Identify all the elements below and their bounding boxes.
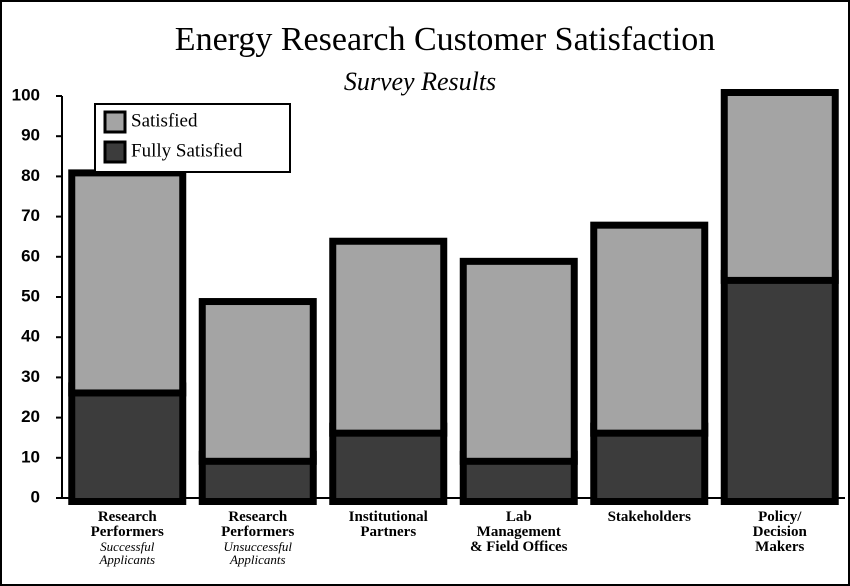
bar-segment xyxy=(590,221,709,437)
chart-title: Energy Research Customer Satisfaction xyxy=(175,21,715,58)
bar-segment xyxy=(329,237,448,437)
x-tick-line: Stakeholders xyxy=(608,509,692,525)
x-tick-note-line: Applicants xyxy=(98,552,155,567)
bar-segment xyxy=(720,269,839,505)
x-tick-note-line: Unsuccessful xyxy=(223,539,292,554)
x-tick-line: Makers xyxy=(755,539,804,555)
x-tick-line: Lab xyxy=(506,509,532,525)
x-tick-line: Policy/ xyxy=(758,509,802,525)
bar-segment xyxy=(198,298,317,465)
y-tick-label: 100 xyxy=(12,85,40,104)
legend-swatch xyxy=(103,140,127,164)
bar-segment xyxy=(68,382,187,505)
x-tick-line: Institutional xyxy=(349,509,428,525)
x-tick-line: Research xyxy=(228,509,288,525)
x-tick-note: Unsuccessful Applicants xyxy=(223,539,292,567)
legend-swatch xyxy=(103,110,127,134)
y-tick-label: 0 xyxy=(31,487,40,506)
x-tick-note-line: Applicants xyxy=(229,552,286,567)
x-tick-line: Partners xyxy=(360,524,416,540)
y-tick-label: 80 xyxy=(21,166,40,185)
y-tick-label: 20 xyxy=(21,407,40,426)
x-tick-line: Performers xyxy=(91,524,164,540)
bar-segment xyxy=(590,422,709,505)
x-tick-line: Performers xyxy=(221,524,294,540)
y-tick-label: 90 xyxy=(21,126,40,145)
y-tick-label: 50 xyxy=(21,286,40,305)
x-tick-label: Institutional Partners xyxy=(349,509,428,540)
x-tick-label: Research Performers xyxy=(91,509,164,540)
bar-segment xyxy=(720,89,839,284)
legend-box xyxy=(94,103,291,173)
x-tick-line: Management xyxy=(477,524,561,540)
bar-segment xyxy=(68,169,187,397)
x-tick-line: Decision xyxy=(753,524,808,540)
x-tick-label: Research Performers xyxy=(221,509,294,540)
x-tick-note: Successful Applicants xyxy=(98,539,155,567)
y-tick-label: 30 xyxy=(21,367,40,386)
chart-subtitle: Survey Results xyxy=(344,67,496,96)
x-tick-label: Policy/Decision Makers xyxy=(753,509,808,555)
x-tick-line: Research xyxy=(98,509,158,525)
y-tick-label: 60 xyxy=(21,246,40,265)
bar-segment xyxy=(329,422,448,505)
y-tick-label: 10 xyxy=(21,447,40,466)
x-tick-label: Lab Management & Field Offices xyxy=(470,509,568,555)
x-tick-line: & Field Offices xyxy=(470,539,568,555)
legend-label: Satisfied xyxy=(131,110,198,131)
legend-label: Fully Satisfied xyxy=(131,140,243,161)
x-tick-label: Stakeholders xyxy=(608,509,692,525)
x-tick-note-line: Successful xyxy=(100,539,155,554)
y-tick-label: 40 xyxy=(21,327,40,346)
bar-segment xyxy=(459,257,578,465)
y-tick-label: 70 xyxy=(21,206,40,225)
